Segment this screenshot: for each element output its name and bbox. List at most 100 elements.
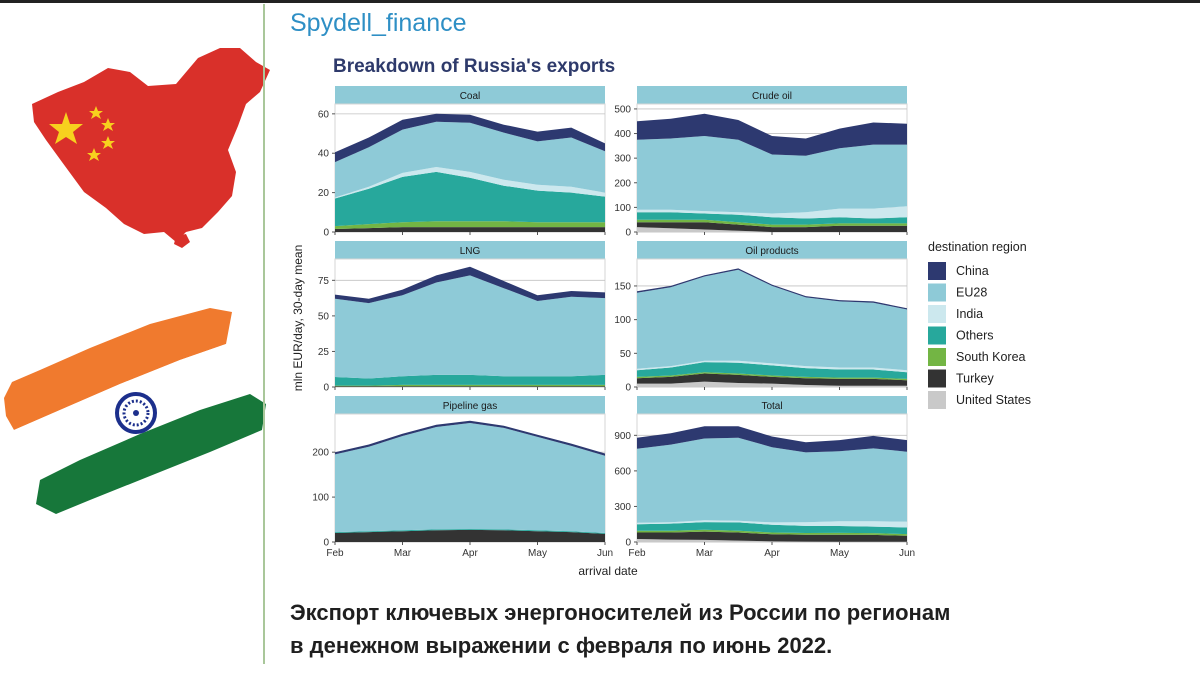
y-tick-label: 0: [625, 538, 631, 549]
y-tick-label: 0: [323, 538, 329, 549]
legend-label-others: Others: [956, 329, 994, 343]
panel-strip: [335, 241, 605, 259]
panel-title-total: Total: [761, 401, 782, 412]
area-united-states: [637, 227, 907, 232]
panel-strip: [637, 396, 907, 414]
y-tick-label: 300: [614, 502, 631, 513]
y-tick-label: 40: [318, 149, 330, 160]
area-south-korea: [335, 384, 605, 387]
area-eu28: [335, 423, 605, 533]
big-star: [49, 112, 83, 144]
y-tick-label: 60: [318, 109, 330, 120]
area-south-korea: [637, 529, 907, 536]
area-india: [637, 360, 907, 373]
area-others: [637, 212, 907, 225]
panel-crude-oil: Crude oil 0 100 200 300 400 500: [614, 86, 908, 239]
x-tick-label: Apr: [462, 548, 478, 559]
legend-label-china: China: [956, 264, 989, 278]
x-tick-label: May: [528, 548, 547, 559]
top-border: [0, 0, 1200, 3]
caption: Экспорт ключевых энергоносителей из Росс…: [290, 596, 1170, 662]
y-tick-label: 0: [323, 383, 329, 394]
vertical-divider: [263, 4, 265, 664]
panel-strip: [637, 241, 907, 259]
panel-title-coal: Coal: [460, 91, 481, 102]
panel-pipeline-gas: Pipeline gas 0 100 200 Feb Mar Apr May Jun: [312, 396, 613, 559]
y-tick-label: 20: [318, 188, 330, 199]
panel-strip: [335, 86, 605, 104]
area-india: [637, 520, 907, 528]
x-tick-label: Feb: [326, 548, 344, 559]
area-united-states: [637, 539, 907, 542]
legend-swatch-china: [928, 262, 946, 280]
area-china: [637, 113, 907, 156]
area-others: [637, 362, 907, 379]
area-eu28: [637, 136, 907, 214]
area-india: [637, 206, 907, 219]
y-tick-label: 100: [614, 203, 631, 214]
area-others: [335, 171, 605, 227]
legend-label-south-korea: South Korea: [956, 350, 1026, 364]
legend-swatch-others: [928, 326, 946, 345]
panel-title-crude-oil: Crude oil: [752, 91, 792, 102]
small-star-1: [89, 106, 103, 119]
y-tick-label: 900: [614, 431, 631, 442]
area-china: [335, 420, 605, 456]
hainan-island: [174, 234, 190, 248]
area-united-states: [637, 381, 907, 387]
area-turkey: [335, 529, 605, 542]
china-map-shape: [32, 48, 270, 242]
flag-green-stroke: [36, 394, 266, 514]
panel-coal: Coal 0 20 40 60: [318, 86, 606, 239]
channel-name: Spydell_finance: [290, 9, 467, 37]
x-tick-label: Mar: [696, 548, 714, 559]
y-axis-label: mln EUR/day, 30-day mean: [291, 245, 305, 392]
legend-swatch-india: [928, 305, 946, 323]
panel-title-oil-products: Oil products: [745, 246, 798, 257]
small-star-4: [87, 148, 101, 161]
area-eu28: [335, 121, 605, 198]
x-tick-label: May: [830, 548, 849, 559]
area-south-korea: [637, 372, 907, 381]
area-others: [335, 374, 605, 386]
area-turkey: [637, 373, 907, 386]
small-star-2: [101, 118, 115, 131]
y-tick-label: 600: [614, 466, 631, 477]
legend-swatch-south-korea: [928, 348, 946, 366]
caption-line-1: Экспорт ключевых энергоносителей из Росс…: [290, 600, 951, 625]
y-tick-label: 200: [312, 448, 329, 459]
x-tick-label: Jun: [899, 548, 915, 559]
area-turkey: [335, 386, 605, 387]
y-tick-label: 500: [614, 104, 631, 115]
area-china: [335, 113, 605, 163]
x-tick-label: Mar: [394, 548, 412, 559]
y-tick-label: 75: [318, 276, 330, 287]
x-tick-label: Apr: [764, 548, 780, 559]
legend-swatch-turkey: [928, 369, 946, 388]
y-tick-label: 25: [318, 347, 330, 358]
area-turkey: [335, 227, 605, 232]
legend-label-united-states: United States: [956, 393, 1031, 407]
area-south-korea: [335, 221, 605, 230]
area-eu28: [637, 269, 907, 371]
y-tick-label: 200: [614, 178, 631, 189]
panel-total: Total 0 300 600 900 Feb Mar Apr May Jun: [614, 396, 915, 559]
legend-label-eu28: EU28: [956, 286, 987, 300]
panel-strip: [335, 396, 605, 414]
india-flag-illustration: [4, 308, 266, 514]
panel-oil-products: Oil products 0 50 100 150: [614, 241, 908, 394]
area-eu28: [335, 275, 605, 379]
y-tick-label: 0: [625, 228, 631, 239]
area-others: [335, 529, 605, 534]
legend-swatch-united-states: [928, 391, 946, 409]
area-south-korea: [637, 219, 907, 228]
x-axis-label: arrival date: [578, 564, 638, 578]
legend-label-india: India: [956, 307, 983, 321]
y-tick-label: 0: [625, 383, 631, 394]
y-tick-label: 0: [323, 228, 329, 239]
y-tick-label: 50: [620, 349, 632, 360]
area-turkey: [637, 531, 907, 542]
legend-label-turkey: Turkey: [956, 372, 994, 386]
y-tick-label: 150: [614, 281, 631, 292]
